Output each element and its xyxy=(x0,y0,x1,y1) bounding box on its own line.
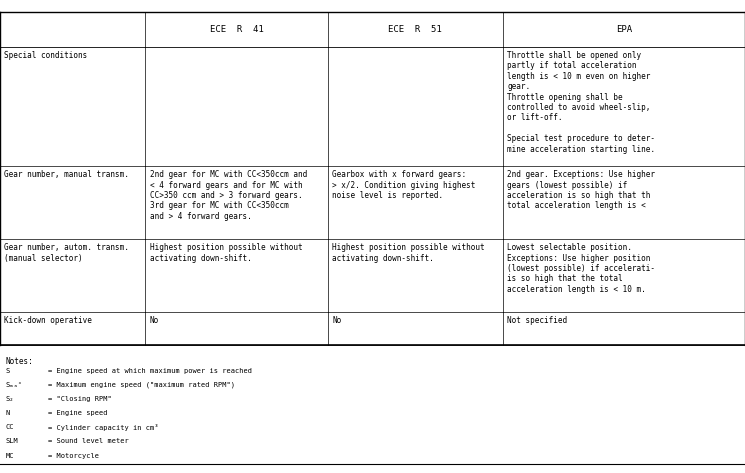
Text: No: No xyxy=(150,316,159,325)
Text: = Engine speed: = Engine speed xyxy=(48,410,108,416)
Text: N: N xyxy=(6,410,10,416)
Text: Throttle shall be opened only
partly if total acceleration
length is < 10 m even: Throttle shall be opened only partly if … xyxy=(507,51,656,154)
Text: Highest position possible without
activating down-shift.: Highest position possible without activa… xyxy=(332,243,485,263)
Text: = Cylinder capacity in cm³: = Cylinder capacity in cm³ xyxy=(48,424,159,431)
Text: S: S xyxy=(6,368,10,374)
Text: EPA: EPA xyxy=(616,25,632,34)
Text: ECE  R  51: ECE R 51 xyxy=(388,25,443,34)
Text: Special conditions: Special conditions xyxy=(4,51,88,60)
Text: Gearbox with x forward gears:
> x/2. Condition giving highest
noise level is rep: Gearbox with x forward gears: > x/2. Con… xyxy=(332,170,475,200)
Text: 2nd gear for MC with CC<350ccm and
< 4 forward gears and for MC with
CC>350 ccm : 2nd gear for MC with CC<350ccm and < 4 f… xyxy=(150,170,307,221)
Text: 2nd gear. Exceptions: Use higher
gears (lowest possible) if
acceleration is so h: 2nd gear. Exceptions: Use higher gears (… xyxy=(507,170,656,210)
Text: Gear number, autom. transm.
(manual selector): Gear number, autom. transm. (manual sele… xyxy=(4,243,130,263)
Text: Not specified: Not specified xyxy=(507,316,568,325)
Text: CC: CC xyxy=(6,424,14,430)
Text: = Motorcycle: = Motorcycle xyxy=(48,453,99,459)
Text: S₂: S₂ xyxy=(6,396,14,402)
Text: = "Closing RPM": = "Closing RPM" xyxy=(48,396,112,402)
Text: = Engine speed at which maximum power is reached: = Engine speed at which maximum power is… xyxy=(48,368,253,374)
Text: Gear number, manual transm.: Gear number, manual transm. xyxy=(4,170,130,179)
Text: MC: MC xyxy=(6,453,14,459)
Text: = Sound level meter: = Sound level meter xyxy=(48,438,129,445)
Text: Kick-down operative: Kick-down operative xyxy=(4,316,92,325)
Text: SLM: SLM xyxy=(6,438,19,445)
Text: Sₘₐˣ: Sₘₐˣ xyxy=(6,382,23,388)
Text: = Maximum engine speed ("maximum rated RPM"): = Maximum engine speed ("maximum rated R… xyxy=(48,382,235,388)
Text: ECE  R  41: ECE R 41 xyxy=(209,25,264,34)
Text: Highest position possible without
activating down-shift.: Highest position possible without activa… xyxy=(150,243,302,263)
Text: Lowest selectable position.
Exceptions: Use higher position
(lowest possible) if: Lowest selectable position. Exceptions: … xyxy=(507,243,656,294)
Text: Notes:: Notes: xyxy=(6,357,34,366)
Text: No: No xyxy=(332,316,341,325)
